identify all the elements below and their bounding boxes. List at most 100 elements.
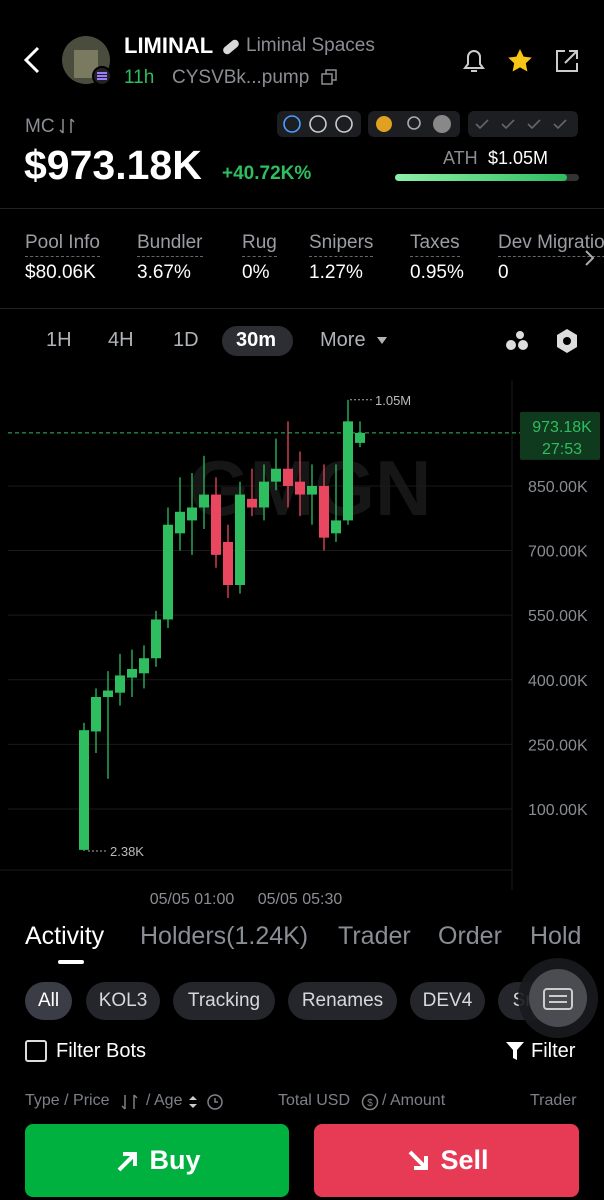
filter-chip[interactable]: Tracking (173, 982, 275, 1020)
stat-value: 3.67% (137, 262, 191, 283)
candle-body (163, 524, 173, 620)
pill-icon (223, 39, 239, 55)
checkbox[interactable] (25, 1040, 47, 1062)
filter-label[interactable]: Filter (531, 1040, 576, 1062)
settings-icon[interactable] (553, 327, 581, 355)
candle-body (175, 511, 185, 534)
y-tick-label: 550.00K (528, 608, 588, 625)
y-tick-label: 850.00K (528, 479, 588, 496)
ath-progress (395, 174, 579, 181)
sort-icon[interactable] (58, 116, 76, 136)
y-tick-label: 100.00K (528, 802, 588, 819)
col-amount: / Amount (382, 1092, 446, 1109)
ath-label: ATH (443, 148, 478, 168)
mc-label: MC (25, 116, 55, 137)
candle-body (259, 481, 269, 508)
buy-button[interactable]: Buy (25, 1124, 289, 1197)
candle-body (139, 658, 149, 674)
stat-label[interactable]: Bundler (137, 232, 203, 257)
back-button[interactable] (18, 40, 46, 80)
candle-body (115, 675, 125, 693)
max-label: 1.05M (375, 393, 411, 408)
candle-body (235, 494, 245, 586)
candle-body (127, 668, 137, 678)
timeframe[interactable]: 1H (46, 329, 72, 351)
timeframe[interactable]: 1D (173, 329, 199, 351)
filter-chip[interactable]: Renames (288, 982, 397, 1020)
candle-body (79, 730, 89, 850)
indicator-icon[interactable] (504, 328, 530, 354)
sort-icon[interactable] (120, 1093, 144, 1111)
share-icon[interactable] (553, 47, 581, 75)
min-label: 2.38K (110, 844, 144, 859)
price-tag (520, 411, 600, 460)
col-trader: Trader (530, 1092, 577, 1109)
timeframe[interactable]: 4H (108, 329, 134, 351)
bell-icon[interactable] (460, 46, 488, 76)
stat-label[interactable]: Snipers (309, 232, 374, 257)
ath-value: $1.05M (488, 148, 549, 168)
svg-text:$: $ (367, 1098, 373, 1109)
mc-value: $973.18K (24, 142, 202, 188)
age-icons[interactable] (188, 1093, 228, 1111)
wallet-button[interactable] (516, 956, 600, 1040)
badges (277, 111, 578, 137)
timeframe[interactable]: More (320, 329, 366, 351)
candle-body (151, 619, 161, 659)
filter-bots-label[interactable]: Filter Bots (56, 1040, 147, 1062)
token-address: CYSVBk...pump (172, 67, 310, 88)
candle-body (307, 485, 317, 495)
candle-body (91, 696, 101, 732)
candle-body (103, 690, 113, 697)
sell-button[interactable]: Sell (314, 1124, 579, 1197)
stat-value: 0 (498, 262, 509, 283)
sell-label: Sell (440, 1145, 489, 1175)
dropdown-caret (377, 337, 387, 344)
x-tick-label: 05/05 05:30 (258, 891, 343, 908)
y-tick-label: 250.00K (528, 737, 588, 754)
col-total: Total USD (278, 1092, 351, 1109)
buy-label: Buy (149, 1145, 201, 1175)
token-desc: Liminal Spaces (246, 35, 375, 56)
candle-body (343, 421, 353, 521)
stat-value: 0.95% (410, 262, 464, 283)
candle-body (187, 507, 197, 521)
candle-body (199, 494, 209, 508)
stat-label[interactable]: Taxes (410, 232, 460, 257)
copy-icon[interactable] (320, 68, 340, 88)
col-age: / Age (146, 1092, 183, 1109)
filter-chip[interactable]: KOL3 (86, 982, 160, 1020)
scroll-right[interactable] (582, 248, 598, 268)
candle-body (223, 541, 233, 586)
filter-chips: AllKOL3TrackingRenamesDEV4Smart (25, 982, 560, 1020)
timeframe[interactable]: 30m (236, 329, 277, 351)
buy-icon (118, 1151, 138, 1171)
price-tag-countdown: 27:53 (542, 441, 582, 458)
candle-body (283, 468, 293, 486)
candle-body (355, 432, 365, 443)
token-age: 11h (124, 67, 155, 88)
stat-value: $80.06K (25, 262, 96, 283)
filter-chip[interactable]: DEV4 (410, 982, 485, 1020)
star-icon[interactable] (506, 47, 534, 75)
filter-chip[interactable]: All (25, 982, 72, 1020)
y-tick-label: 700.00K (528, 544, 588, 561)
stat-label[interactable]: Rug (242, 232, 277, 257)
price-tag-value: 973.18K (532, 419, 592, 436)
stat-label[interactable]: Pool Info (25, 232, 100, 257)
currency-icon[interactable]: $ (361, 1093, 379, 1111)
token-name: LIMINAL (124, 33, 214, 58)
y-tick-label: 400.00K (528, 673, 588, 690)
stat-value: 1.27% (309, 262, 363, 283)
mc-change: +40.72K% (222, 163, 312, 184)
candle-body (295, 481, 305, 495)
col-type-price: Type / Price (25, 1092, 110, 1109)
token-avatar (62, 36, 112, 86)
filter-icon[interactable] (505, 1040, 525, 1062)
sell-icon (409, 1150, 429, 1170)
stat-label[interactable]: Dev Migrations (498, 232, 604, 257)
divider (0, 208, 604, 209)
tab-underline (58, 960, 84, 964)
divider (0, 308, 604, 309)
